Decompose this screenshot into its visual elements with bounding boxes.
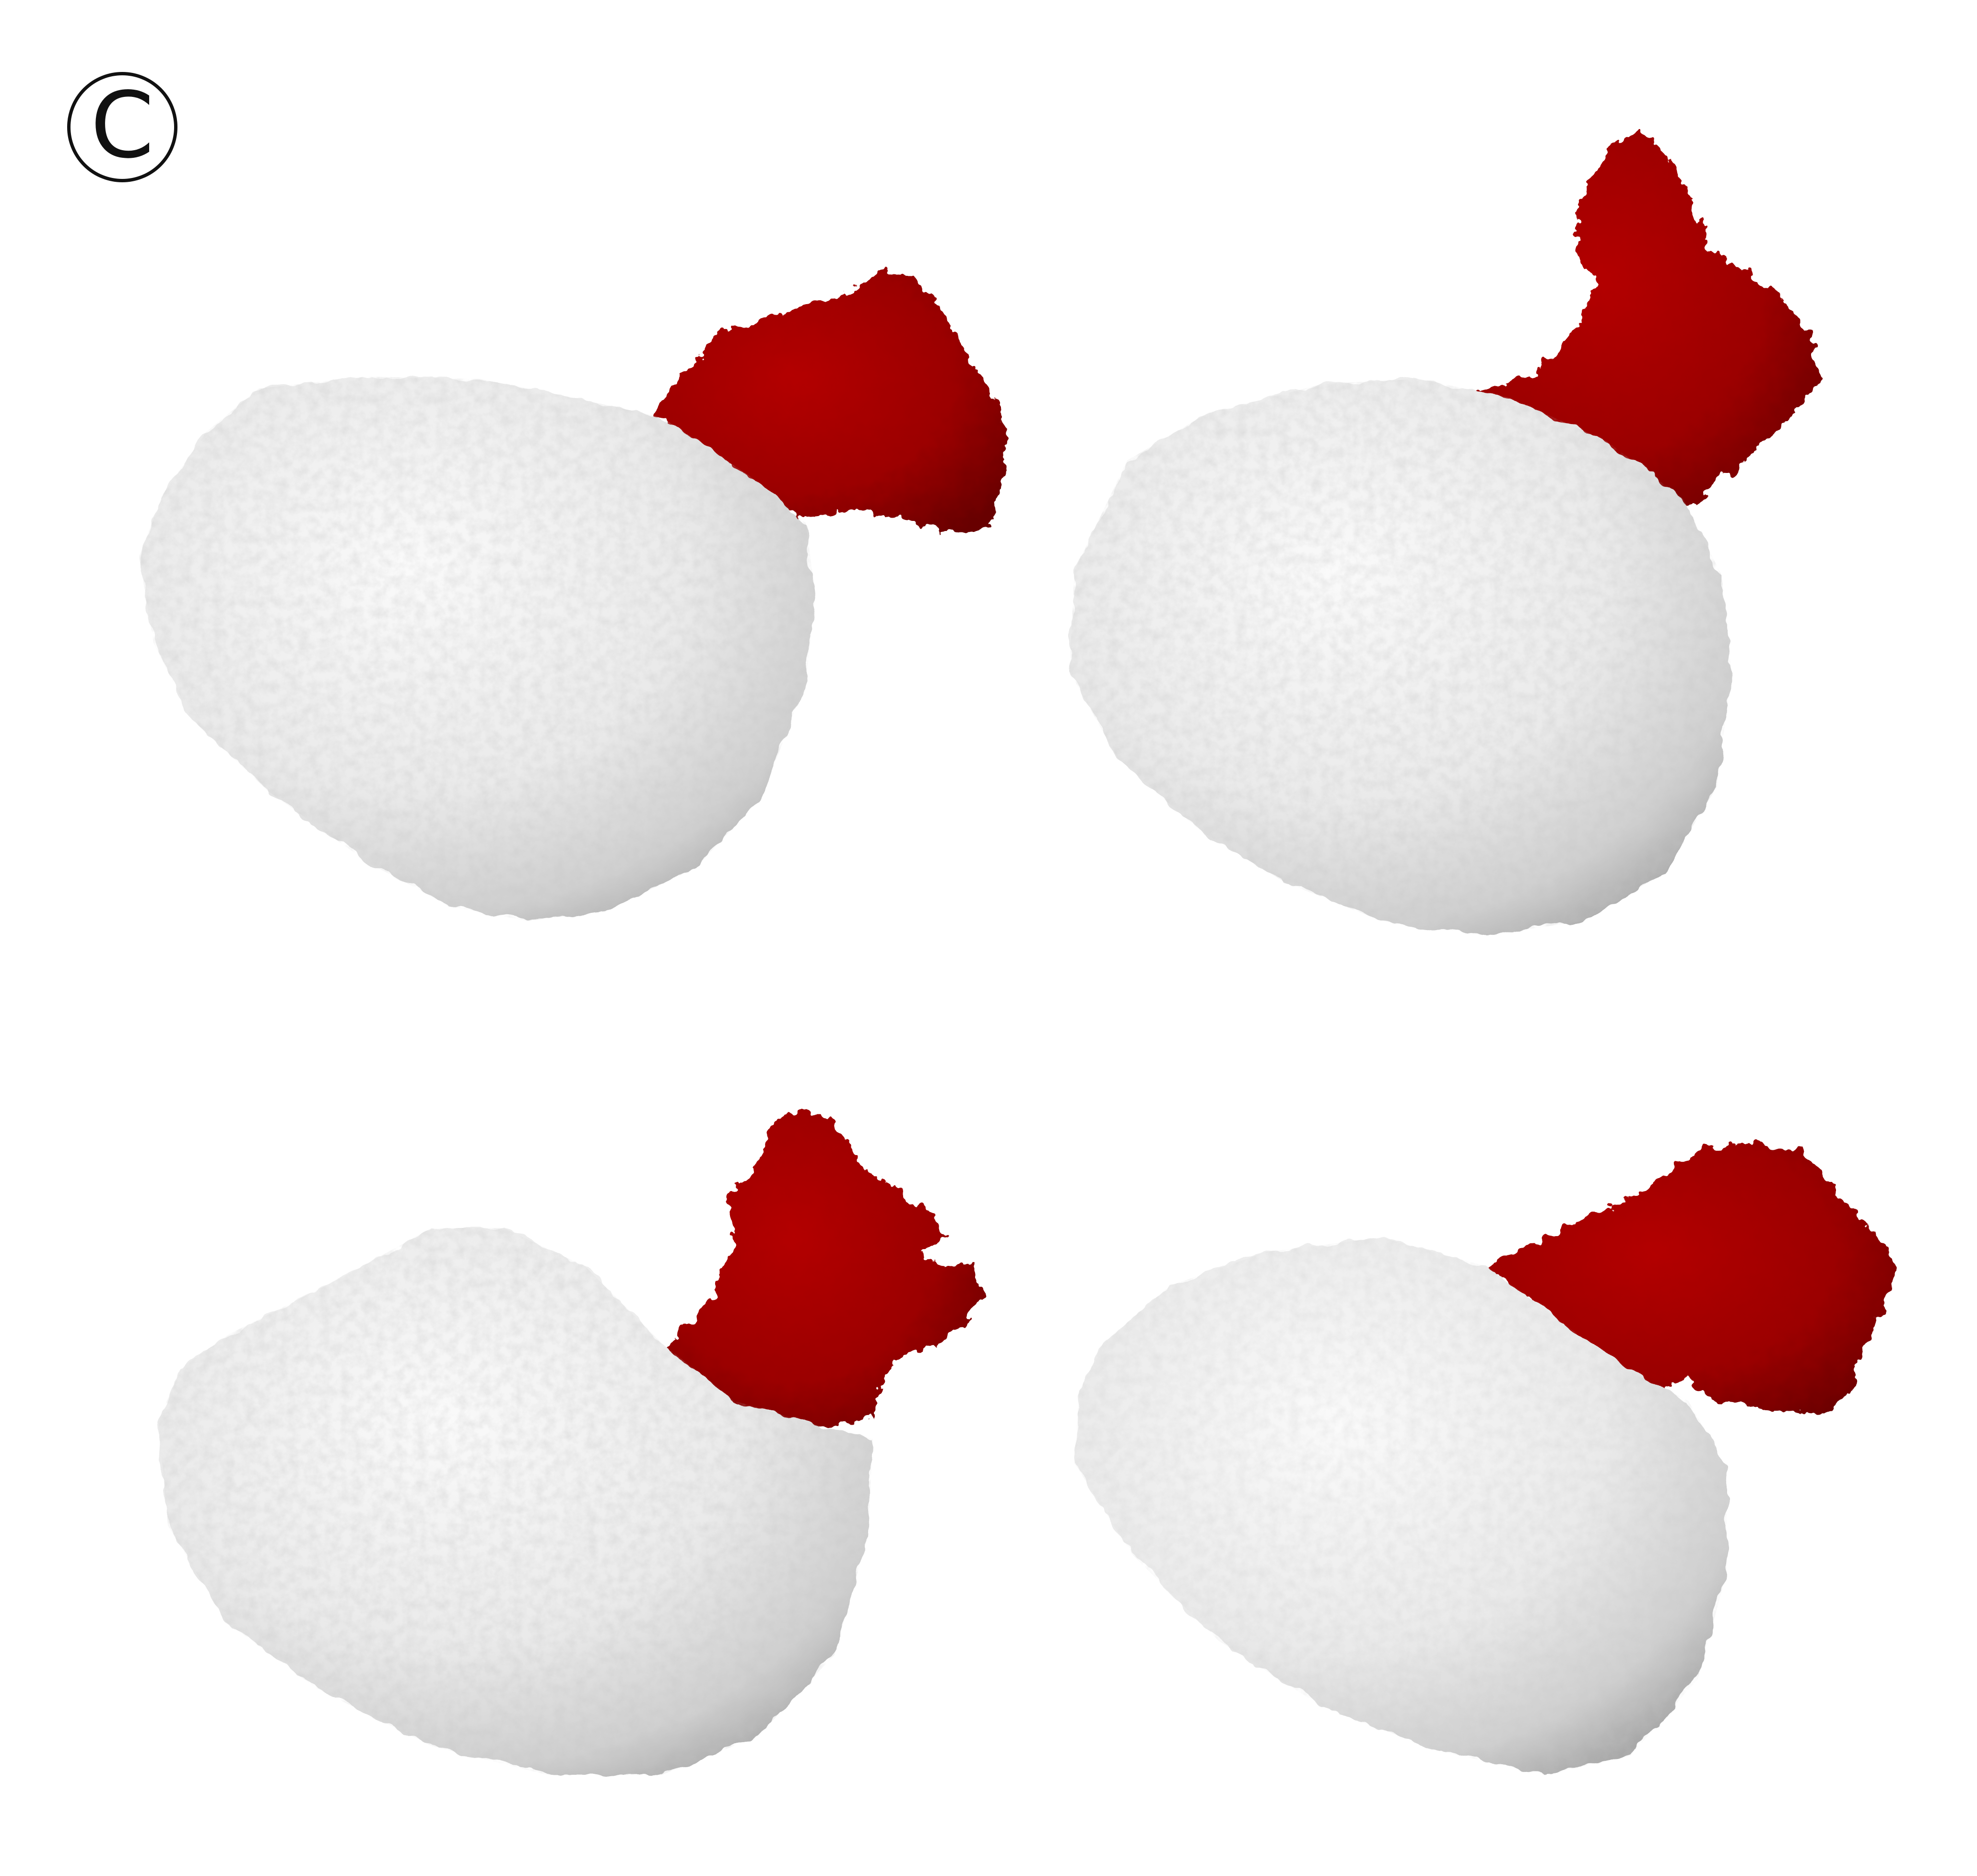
view-bottom-right (1074, 1142, 1899, 1775)
view-top-right (1070, 130, 1818, 935)
appendage-red (1463, 130, 1818, 508)
panel-label: C (67, 72, 177, 182)
panel-label-text: C (90, 72, 154, 178)
appendage-red (652, 273, 1007, 532)
view-top-left (139, 273, 1007, 921)
view-bottom-left (158, 1108, 983, 1775)
appendage-red (667, 1108, 983, 1429)
